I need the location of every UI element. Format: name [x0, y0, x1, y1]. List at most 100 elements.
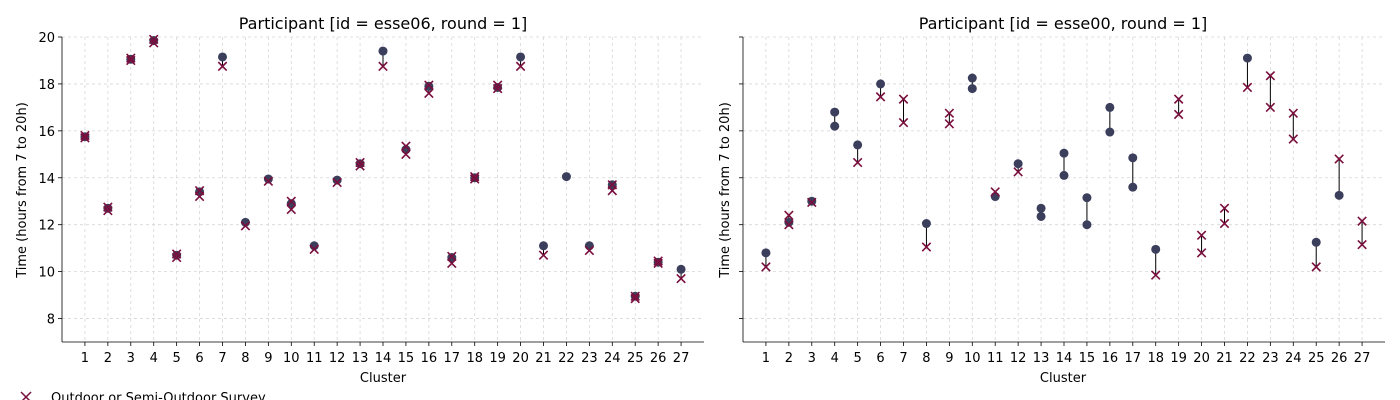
x-point [1288, 108, 1299, 119]
x-point-stroke [492, 80, 503, 90]
circle-point [1128, 182, 1138, 192]
x-point-stroke [447, 251, 457, 262]
legend-label-outdoor-survey: Outdoor or Semi-Outdoor Survey [51, 391, 266, 400]
x-tick-label: 9 [945, 351, 953, 366]
x-point-stroke [1219, 218, 1230, 229]
x-point [1196, 248, 1207, 258]
circle-point [195, 187, 205, 197]
x-point-stroke [103, 202, 113, 212]
x-point [355, 157, 365, 168]
x-tick-label: 26 [1331, 351, 1348, 366]
x-point [424, 88, 434, 99]
circle-point [676, 264, 686, 274]
x-point-stroke [424, 88, 434, 99]
x-point-stroke [447, 258, 457, 269]
x-point-stroke [921, 242, 932, 252]
x-tick-label: 11 [306, 351, 323, 366]
x-point-stroke [401, 149, 411, 160]
x-point [424, 80, 434, 90]
circle-point [967, 73, 977, 83]
x-point-stroke [1288, 108, 1299, 119]
circle-point [1151, 244, 1161, 254]
y-tick-label: 14 [38, 172, 55, 187]
circle-point [539, 241, 548, 251]
y-tick-label: 16 [38, 125, 55, 140]
x-tick-label: 7 [899, 351, 907, 366]
circle-point [1082, 220, 1092, 230]
x-point [944, 108, 955, 119]
circle-point [1105, 127, 1115, 137]
x-point-stroke [944, 119, 955, 129]
x-point-stroke [1196, 248, 1207, 258]
x-point [263, 176, 274, 187]
legend: Outdoor or Semi-Outdoor Survey [20, 391, 266, 400]
x-point-stroke [1357, 239, 1367, 250]
x-point-stroke [103, 205, 113, 216]
x-point [126, 55, 136, 66]
x-tick-label: 15 [398, 351, 415, 366]
x-point [401, 149, 411, 160]
circle-point [921, 219, 931, 229]
circle-point [378, 46, 388, 56]
x-point-stroke [1334, 154, 1344, 164]
x-point-stroke [1311, 262, 1321, 272]
x-tick-label: 22 [558, 351, 575, 366]
x-point-stroke [80, 133, 90, 143]
circle-point [470, 173, 480, 183]
circle-point [80, 132, 90, 142]
x-point-stroke [492, 83, 503, 94]
x-point [1357, 216, 1367, 226]
x-point [469, 174, 480, 184]
x-tick-label: 27 [1354, 351, 1371, 366]
x-point-stroke [469, 171, 480, 182]
x-point-stroke [332, 177, 342, 188]
x-point-stroke [286, 204, 297, 215]
x-tick-label: 5 [854, 351, 862, 366]
x-point-stroke [80, 130, 90, 141]
circle-point [830, 121, 840, 131]
x-point-stroke [898, 117, 909, 128]
circle-point [1059, 148, 1069, 158]
x-point-stroke [424, 80, 434, 90]
x-point [1173, 109, 1184, 120]
x-point [1173, 94, 1184, 104]
x-tick-label: 23 [1262, 351, 1279, 366]
x-point [492, 83, 503, 94]
circle-point [1059, 170, 1069, 180]
x-point [630, 291, 640, 302]
x-tick-label: 25 [627, 351, 644, 366]
x-point [784, 219, 794, 230]
circle-point [1036, 203, 1046, 213]
x-point [1242, 82, 1253, 93]
x-point-stroke [852, 157, 863, 168]
x-point [990, 187, 1000, 197]
x-point [921, 242, 932, 252]
x-point [875, 92, 886, 102]
x-point-stroke [148, 38, 159, 48]
x-tick-label: 2 [785, 351, 793, 366]
x-point-stroke [653, 256, 663, 266]
y-tick-label: 20 [38, 31, 55, 46]
x-point-stroke [630, 293, 640, 304]
x-point [1219, 203, 1230, 214]
x-tick-label: 3 [808, 351, 816, 366]
x-point [286, 196, 297, 206]
x-point [194, 185, 205, 196]
x-point [469, 171, 480, 182]
left-chart-panel: Participant [id = esse06, round = 1] Clu… [15, 14, 704, 386]
x-tick-label: 17 [1125, 351, 1142, 366]
x-tick-label: 6 [195, 351, 203, 366]
x-point-stroke [1357, 216, 1367, 226]
x-point [898, 117, 909, 128]
circle-point [584, 241, 594, 251]
x-tick-label: 14 [375, 351, 392, 366]
x-tick-label: 13 [1033, 351, 1050, 366]
x-point-stroke [1173, 94, 1184, 104]
circle-point [876, 79, 886, 89]
circle-point [355, 159, 365, 169]
x-point-stroke [126, 53, 136, 63]
x-point [286, 204, 297, 215]
x-point-stroke [944, 108, 955, 119]
